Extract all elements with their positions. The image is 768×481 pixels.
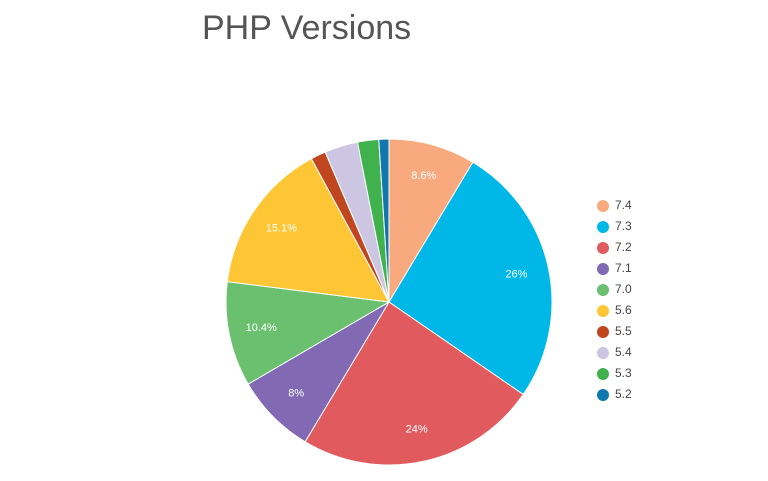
legend-label: 7.3 <box>615 219 632 233</box>
legend-label: 5.4 <box>615 345 632 359</box>
legend-label: 5.3 <box>615 366 632 380</box>
legend-swatch <box>597 242 609 254</box>
legend-swatch <box>597 221 609 233</box>
legend-swatch <box>597 305 609 317</box>
legend-swatch <box>597 284 609 296</box>
legend-label: 5.5 <box>615 324 632 338</box>
pie-slice <box>388 138 474 304</box>
pie-slice <box>304 301 524 466</box>
legend-swatch <box>597 263 609 275</box>
legend-swatch <box>597 326 609 338</box>
pie-slice <box>225 281 391 385</box>
data-label: 26% <box>505 268 527 280</box>
data-label: 10.4% <box>246 322 277 334</box>
data-label: 8.6% <box>411 170 436 182</box>
legend-label: 7.4 <box>615 198 632 212</box>
legend-swatch <box>597 200 609 212</box>
data-label: 24% <box>406 423 428 435</box>
legend-label: 7.1 <box>615 261 632 275</box>
data-label: 15.1% <box>266 222 297 234</box>
pie-slice <box>226 157 390 303</box>
pie-slice <box>378 138 390 303</box>
legend-label: 5.6 <box>615 303 632 317</box>
chart-title: PHP Versions <box>202 9 411 47</box>
data-label: 8% <box>288 388 304 400</box>
legend-swatch <box>597 389 609 401</box>
pie-slice <box>388 161 553 396</box>
legend-label: 7.2 <box>615 240 632 254</box>
legend-label: 5.2 <box>615 387 632 401</box>
legend-swatch <box>597 368 609 380</box>
legend-label: 7.0 <box>615 282 632 296</box>
legend-swatch <box>597 347 609 359</box>
